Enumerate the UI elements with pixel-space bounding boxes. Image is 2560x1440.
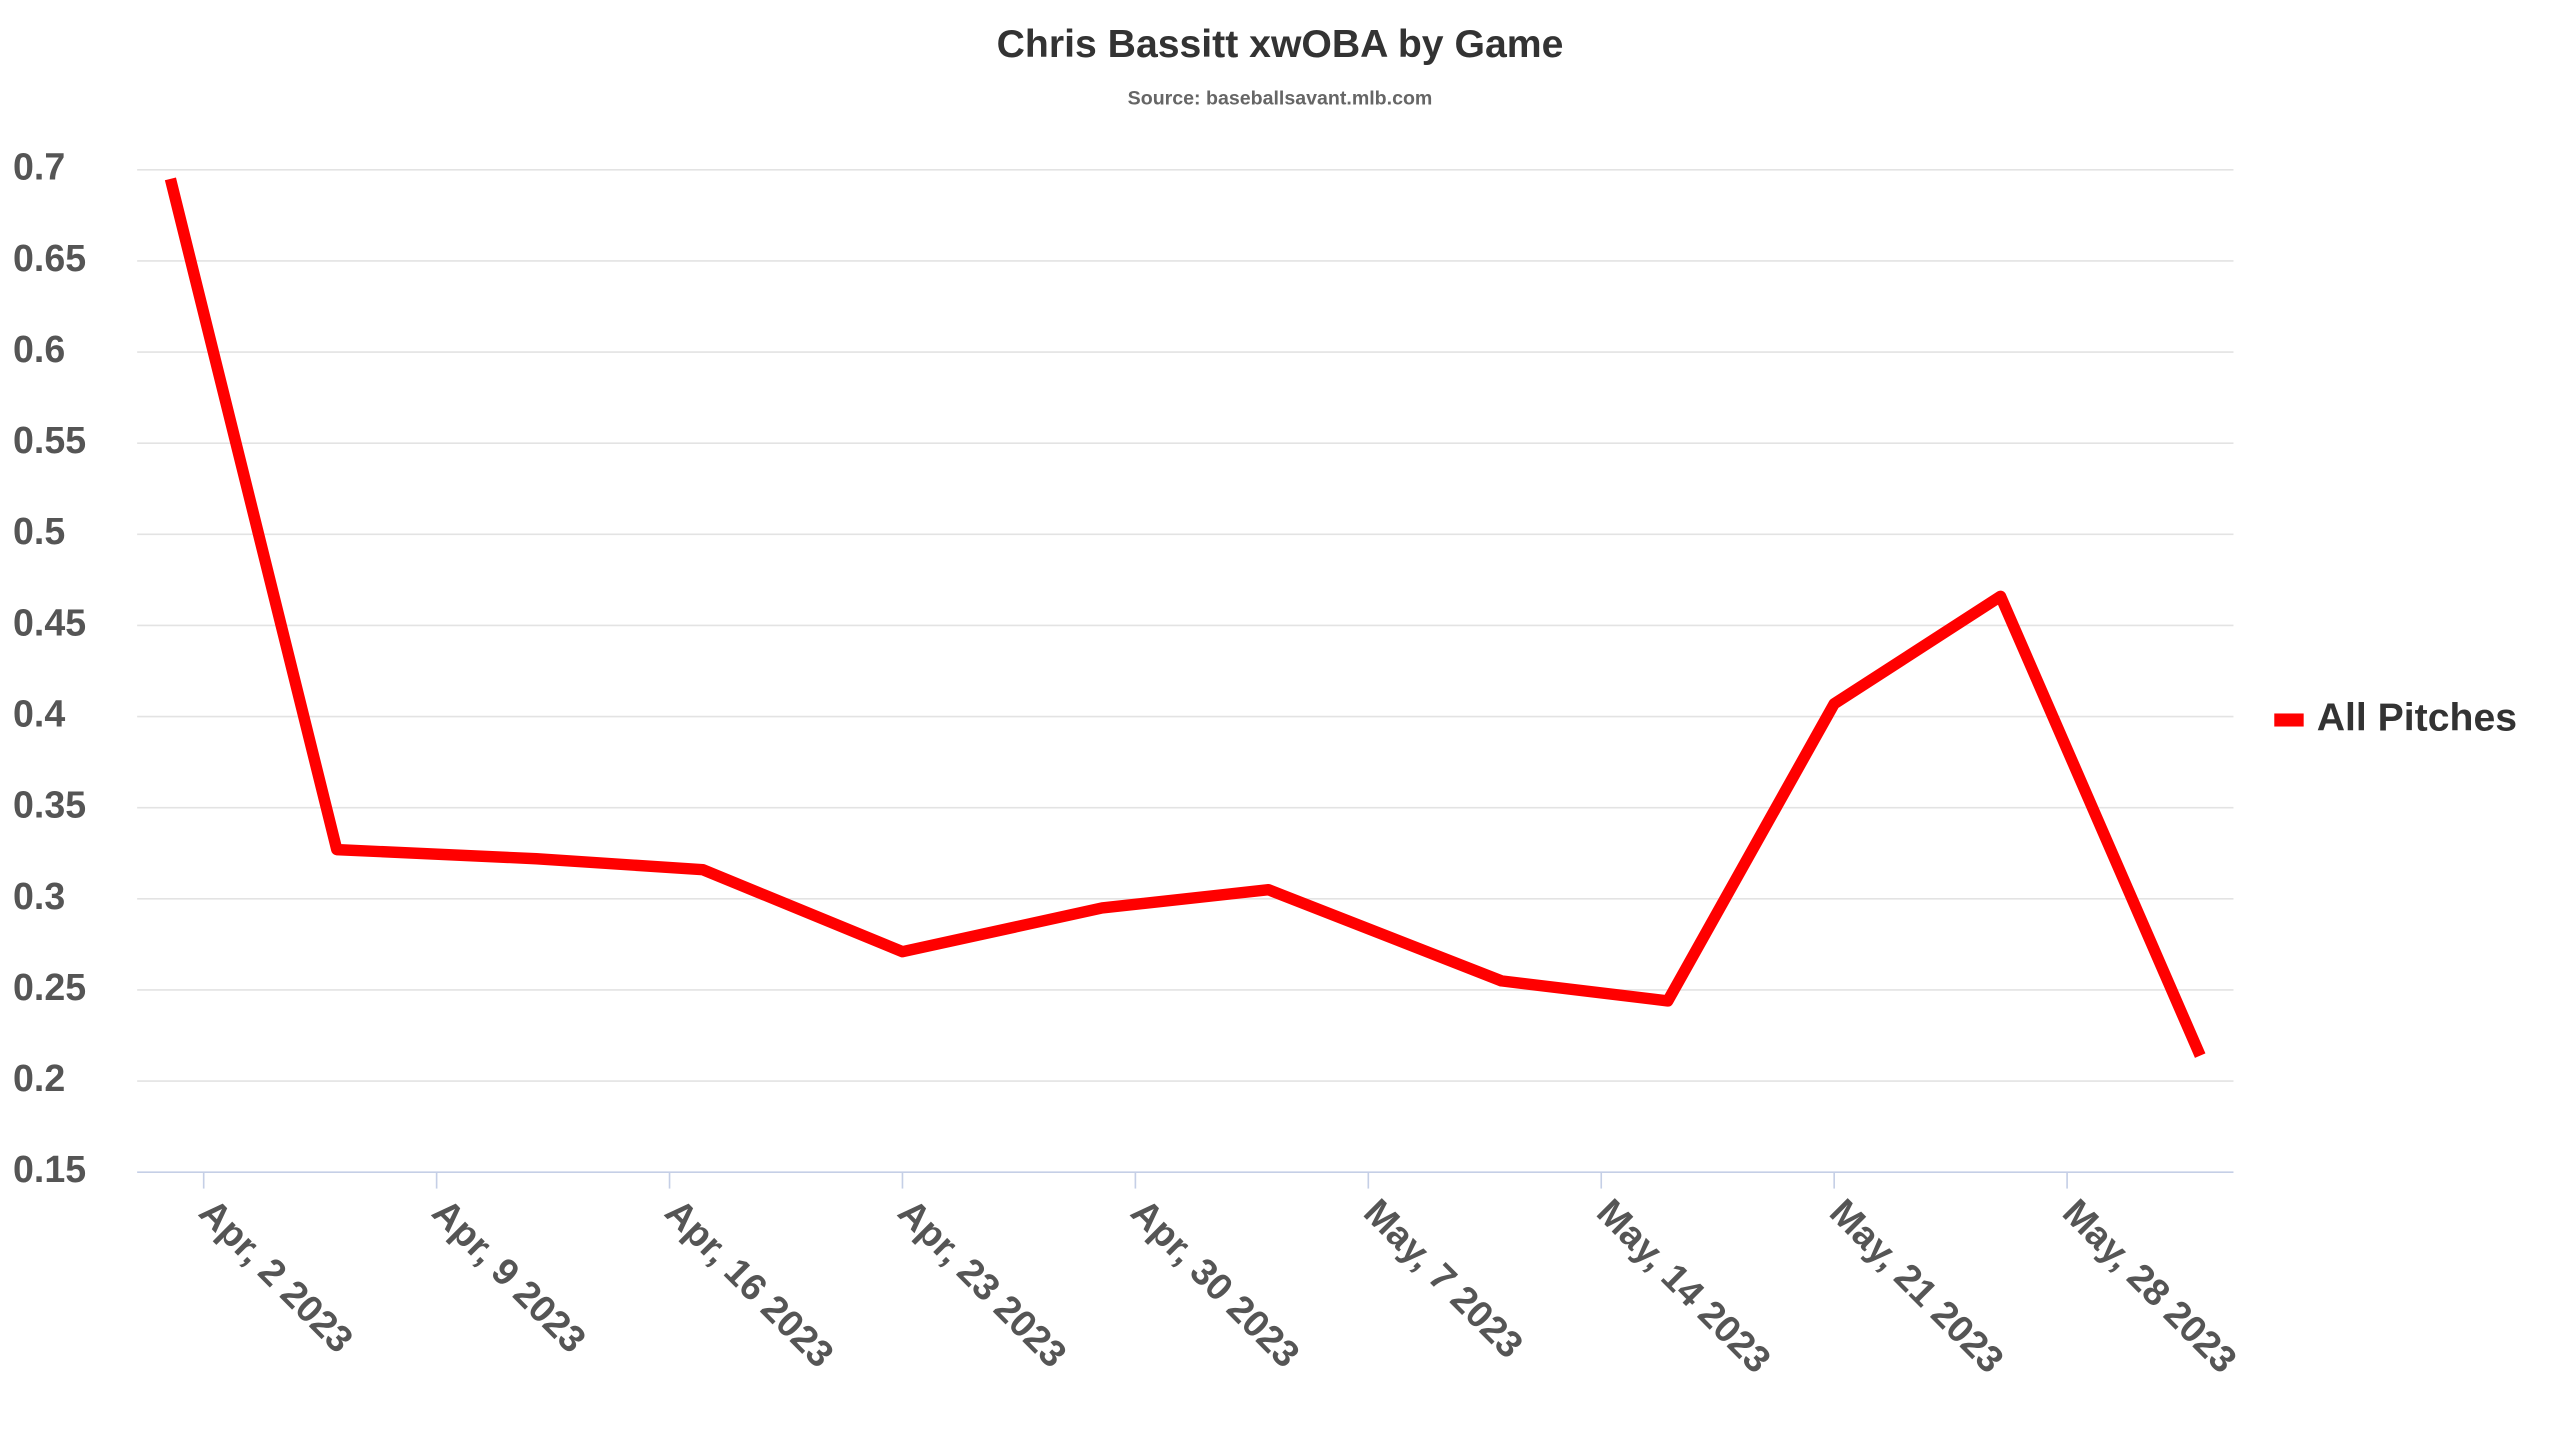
x-tick-label: May, 21 2023: [1822, 1191, 2012, 1381]
data-line: [164, 177, 2206, 1058]
y-tick-label: 0.3: [13, 875, 65, 917]
y-tick-label: 0.65: [13, 237, 86, 279]
y-tick-label: 0.7: [13, 146, 65, 188]
chart-title: Chris Bassitt xwOBA by Game: [997, 23, 1564, 66]
y-tick-label: 0.5: [13, 510, 65, 552]
x-tick-label: May, 7 2023: [1356, 1191, 1531, 1366]
x-tick-label: Apr, 9 2023: [424, 1191, 594, 1361]
y-tick-label: 0.15: [13, 1148, 86, 1190]
x-tick-label: Apr, 23 2023: [890, 1191, 1075, 1376]
x-tick-label: Apr, 2 2023: [192, 1191, 362, 1361]
y-tick-label: 0.4: [13, 693, 65, 735]
y-tick-label: 0.2: [13, 1057, 65, 1099]
y-tick-label: 0.35: [13, 784, 86, 826]
y-tick-label: 0.25: [13, 966, 86, 1008]
y-tick-label: 0.55: [13, 419, 86, 461]
x-tick-label: May, 28 2023: [2055, 1191, 2245, 1381]
chart-subtitle: Source: baseballsavant.mlb.com: [1128, 87, 1433, 109]
legend-label: All Pitches: [2317, 696, 2517, 739]
x-tick-label: May, 14 2023: [1589, 1191, 1779, 1381]
y-tick-label: 0.45: [13, 601, 86, 643]
legend-swatch: [2274, 713, 2304, 727]
x-tick-label: Apr, 30 2023: [1123, 1191, 1308, 1376]
x-tick-label: Apr, 16 2023: [657, 1191, 842, 1376]
y-tick-label: 0.6: [13, 328, 65, 370]
